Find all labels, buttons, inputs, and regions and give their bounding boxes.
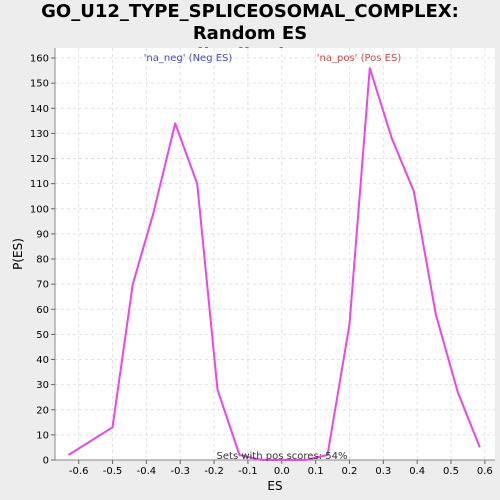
y-axis-label: P(ES) (11, 238, 25, 270)
x-tick-label: -0.2 (204, 466, 224, 477)
y-tick-label: 20 (36, 405, 49, 416)
x-tick-label: 0.0 (274, 466, 290, 477)
y-tick-label: 100 (30, 204, 49, 215)
plot-area (55, 48, 495, 460)
y-tick-label: 130 (30, 129, 49, 140)
y-tick-label: 110 (30, 179, 49, 190)
y-tick-label: 70 (36, 280, 49, 291)
x-tick-label: -0.6 (69, 466, 89, 477)
y-tick-label: 10 (36, 430, 49, 441)
x-tick-label: 0.5 (443, 466, 459, 477)
neg-es-label: 'na_neg' (Neg ES) (144, 53, 233, 64)
y-tick-label: 90 (36, 229, 49, 240)
x-tick-label: 0.2 (342, 466, 358, 477)
x-tick-label: -0.4 (137, 466, 157, 477)
x-tick-label: 0.1 (308, 466, 324, 477)
y-tick-label: 150 (30, 79, 49, 90)
x-tick-label: -0.3 (170, 466, 190, 477)
y-tick-label: 50 (36, 330, 49, 341)
x-tick-label: 0.3 (375, 466, 391, 477)
pos-es-label: 'na_pos' (Pos ES) (317, 53, 402, 64)
pos-scores-annotation: Sets with pos scores: 54% (217, 451, 348, 462)
y-tick-label: 160 (30, 54, 49, 65)
y-tick-label: 0 (43, 456, 49, 467)
y-tick-label: 120 (30, 154, 49, 165)
x-tick-label: 0.4 (409, 466, 425, 477)
x-tick-label: 0.6 (477, 466, 493, 477)
y-tick-label: 140 (30, 104, 49, 115)
y-tick-label: 40 (36, 355, 49, 366)
y-tick-label: 30 (36, 380, 49, 391)
x-tick-label: -0.5 (103, 466, 123, 477)
x-axis-label: ES (267, 479, 282, 493)
y-tick-label: 60 (36, 305, 49, 316)
y-tick-label: 80 (36, 255, 49, 266)
x-tick-label: -0.1 (238, 466, 258, 477)
